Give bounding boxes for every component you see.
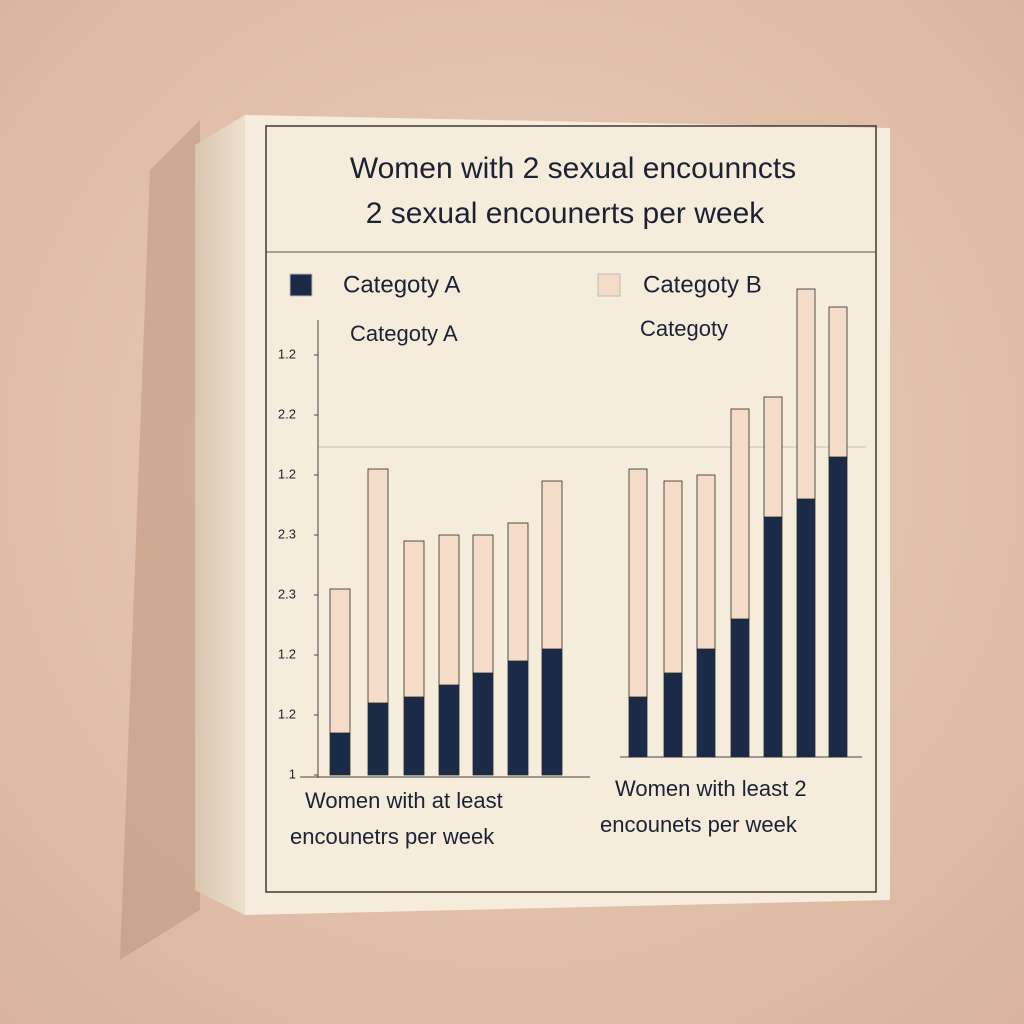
bar-segment [541,480,563,650]
bar-segment [828,306,848,458]
bar-segment [730,618,750,758]
title: 2 sexual encounerts per week [366,197,766,230]
bar-segment [663,672,683,758]
bar-segment [438,684,460,776]
bar-segment [828,456,848,758]
bar-segment [507,522,529,662]
canvas-side [195,115,245,915]
y-tick-label: 2.3 [278,586,296,601]
bar-segment [367,702,389,776]
bar-segment [730,408,750,620]
bar-segment [763,396,783,518]
bar-segment [763,516,783,758]
bar-segment [696,648,716,758]
frame [265,125,877,893]
legend-label: Categoty B [643,271,762,298]
title: Women with 2 sexual encounncts [350,152,796,185]
x-axis-label: encounetrs per week [290,824,495,849]
bar-segment [403,696,425,776]
legend-swatch [289,273,313,297]
y-tick-label: 2.2 [278,406,296,421]
bar-segment [472,672,494,776]
panel-subtitle: Categoty [640,316,728,341]
y-tick-label: 1.2 [278,346,296,361]
bar-segment [472,534,494,674]
bar-segment [628,696,648,758]
x-axis-label: encounets per week [600,812,798,837]
y-tick-label: 2.3 [278,526,296,541]
bar-segment [329,732,351,776]
bar-segment [329,588,351,734]
bar-segment [403,540,425,698]
x-axis-label: Women with at least [305,788,503,813]
legend-swatch [597,273,621,297]
y-tick-label: 1 [289,766,296,781]
y-tick-label: 1.2 [278,706,296,721]
x-axis-label: Women with least 2 [615,776,807,801]
legend-label: Categoty A [343,271,460,298]
bar-segment [541,648,563,776]
bar-segment [367,468,389,704]
panel-subtitle: Categoty A [350,321,458,346]
bar-segment [628,468,648,698]
y-tick-label: 1.2 [278,466,296,481]
y-tick-label: 1.2 [278,646,296,661]
bar-segment [696,474,716,650]
shadow [120,120,200,960]
bar-segment [507,660,529,776]
bar-segment [796,288,816,500]
bar-segment [438,534,460,686]
bar-segment [796,498,816,758]
bar-segment [663,480,683,674]
